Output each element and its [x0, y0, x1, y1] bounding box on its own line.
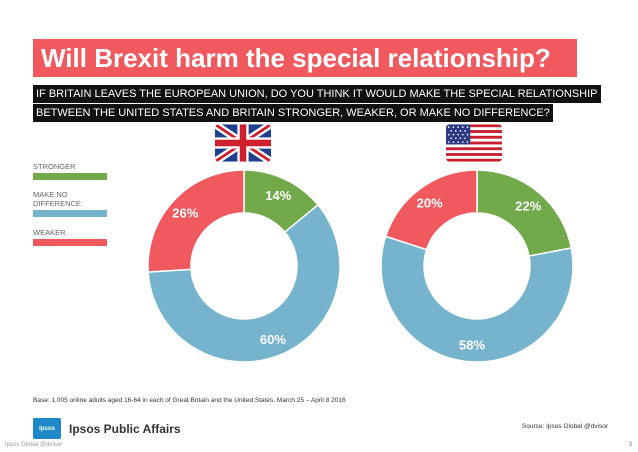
page-title: Will Brexit harm the special relationshi… [33, 39, 577, 77]
legend-label-weaker: WEAKER [33, 228, 66, 237]
uk-label-weaker: 26% [172, 205, 198, 220]
brand-name: Ipsos Public Affairs [69, 421, 181, 436]
legend-item-no-difference: MAKE NO DIFFERENCE [33, 190, 123, 217]
uk-donut-chart: 14% 60% 26% [147, 169, 341, 363]
source-note: Source: Ipsos Global @dvisor [521, 423, 608, 430]
legend-swatch-no-difference [33, 210, 107, 217]
question-line-1: IF BRITAIN LEAVES THE EUROPEAN UNION, DO… [33, 85, 601, 103]
uk-label-stronger: 14% [265, 188, 291, 203]
legend-swatch-weaker [33, 239, 107, 246]
us-slice-no-difference [380, 235, 574, 363]
us-donut-chart: 22% 58% 20% [380, 169, 574, 363]
brand-block: Ipsos Ipsos Public Affairs [33, 418, 181, 439]
legend-swatch-stronger [33, 173, 107, 180]
uk-flag-icon [215, 124, 271, 162]
question-line-2: BETWEEN THE UNITED STATES AND BRITAIN ST… [33, 104, 553, 122]
footer-text: Ipsos Global @dvisor [5, 442, 63, 448]
page-number: 3 [628, 441, 632, 448]
legend-item-stronger: STRONGER [33, 162, 123, 180]
us-label-weaker: 20% [417, 195, 443, 210]
legend-label-no-difference: MAKE NO DIFFERENCE [33, 190, 81, 208]
ipsos-logo: Ipsos [33, 418, 61, 439]
uk-label-no-difference: 60% [260, 332, 286, 347]
survey-question: IF BRITAIN LEAVES THE EUROPEAN UNION, DO… [33, 85, 603, 123]
us-label-stronger: 22% [515, 199, 541, 214]
us-flag-icon [446, 124, 502, 162]
base-note: Base: 1,005 online adults aged 16-64 in … [33, 397, 346, 404]
legend-label-stronger: STRONGER [33, 162, 76, 171]
uk-slice-weaker [147, 169, 245, 273]
us-slice-weaker [384, 169, 478, 251]
legend-item-weaker: WEAKER [33, 228, 123, 246]
uk-slice-no-difference [147, 203, 341, 363]
us-label-no-difference: 58% [459, 337, 485, 352]
